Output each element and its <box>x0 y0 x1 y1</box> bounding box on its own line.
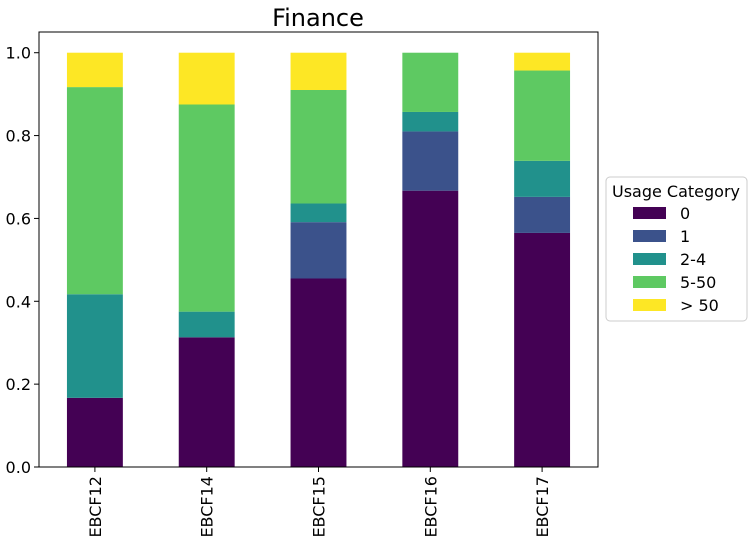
y-tick-label: 0.6 <box>6 209 31 228</box>
y-tick-label: 0.2 <box>6 375 31 394</box>
bar-ebcf15-series-4 <box>290 52 347 90</box>
legend-items: 0 1 2-4 5-50 > 50 <box>633 204 719 315</box>
x-tick-label: EBCF16 <box>421 476 440 538</box>
x-tick-label: EBCF14 <box>198 476 217 538</box>
y-tick-label: 0.0 <box>6 458 31 477</box>
legend-label: 0 <box>680 204 690 223</box>
legend-swatch <box>633 207 666 219</box>
y-tick-label: 1.0 <box>6 44 31 63</box>
legend-label: 1 <box>680 227 690 246</box>
legend: Usage Category 0 1 2-4 5-50 > 50 <box>605 176 748 322</box>
bar-ebcf14-series-0 <box>178 337 235 467</box>
y-tick-label: 0.8 <box>6 127 31 146</box>
bar-ebcf17-series-1 <box>514 196 571 233</box>
bar-ebcf15-series-0 <box>290 278 347 467</box>
legend-swatch <box>633 299 666 311</box>
bar-ebcf17-series-0 <box>514 232 571 467</box>
bar-ebcf17-series-4 <box>514 52 571 71</box>
bar-ebcf16-series-0 <box>402 190 459 467</box>
bar-ebcf12-series-0 <box>66 397 123 467</box>
x-tick-label: EBCF17 <box>533 476 552 538</box>
legend-label: 2-4 <box>680 250 706 269</box>
bar-ebcf14-series-3 <box>178 104 235 312</box>
bar-ebcf17-series-3 <box>514 70 571 161</box>
legend-swatch <box>633 230 666 242</box>
x-tick-label: EBCF15 <box>310 476 329 538</box>
bar-ebcf12-series-2 <box>66 294 123 398</box>
bar-ebcf15-series-2 <box>290 203 347 223</box>
bar-ebcf14-series-2 <box>178 311 235 338</box>
bar-ebcf15-series-3 <box>290 90 347 204</box>
bar-ebcf16-series-2 <box>402 111 459 132</box>
bar-ebcf14-series-4 <box>178 52 235 105</box>
y-tick-label: 0.4 <box>6 292 31 311</box>
bar-ebcf12-series-4 <box>66 52 123 88</box>
chart-title: Finance <box>272 4 364 32</box>
legend-label: > 50 <box>680 296 719 315</box>
x-tick-label: EBCF12 <box>86 476 105 538</box>
legend-swatch <box>633 276 666 288</box>
bar-ebcf17-series-2 <box>514 160 571 197</box>
legend-title: Usage Category <box>612 182 740 201</box>
bar-ebcf16-series-1 <box>402 131 459 191</box>
bar-ebcf15-series-1 <box>290 222 347 279</box>
bar-ebcf12-series-3 <box>66 87 123 295</box>
x-axis: EBCF12 EBCF14 EBCF15 EBCF16 EBCF17 <box>86 467 552 538</box>
bar-ebcf16-series-3 <box>402 52 459 112</box>
y-axis: 0.0 0.2 0.4 0.6 0.8 1.0 <box>6 44 39 477</box>
legend-label: 5-50 <box>680 273 716 292</box>
legend-swatch <box>633 253 666 265</box>
plot-area <box>38 31 599 468</box>
